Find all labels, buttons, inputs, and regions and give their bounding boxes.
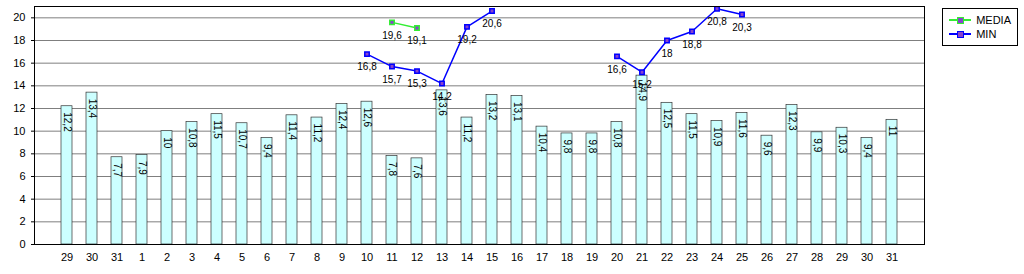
svg-text:18: 18 — [13, 34, 25, 46]
svg-text:6: 6 — [19, 170, 25, 182]
svg-text:10: 10 — [162, 137, 173, 149]
svg-text:9,6: 9,6 — [762, 142, 773, 156]
svg-text:20: 20 — [611, 251, 623, 263]
svg-text:5: 5 — [239, 251, 245, 263]
svg-text:16,8: 16,8 — [357, 61, 377, 72]
svg-text:7: 7 — [289, 251, 295, 263]
svg-text:23: 23 — [686, 251, 698, 263]
svg-text:19,2: 19,2 — [457, 34, 477, 45]
svg-text:14,9: 14,9 — [636, 81, 648, 102]
svg-text:16,6: 16,6 — [607, 64, 627, 75]
svg-text:7,6: 7,6 — [412, 164, 423, 178]
html-text:MIN: MIN — [976, 28, 997, 40]
svg-text:9,8: 9,8 — [562, 139, 573, 153]
svg-text:0: 0 — [19, 238, 25, 250]
svg-text:7,9: 7,9 — [137, 161, 148, 175]
svg-text:3: 3 — [189, 251, 195, 263]
svg-text:9,4: 9,4 — [862, 144, 873, 158]
svg-text:13: 13 — [436, 251, 448, 263]
svg-text:13,6: 13,6 — [436, 96, 448, 116]
svg-text:11,4: 11,4 — [287, 121, 298, 140]
svg-text:9,4: 9,4 — [262, 144, 273, 158]
svg-text:20,3: 20,3 — [732, 22, 752, 33]
svg-text:9: 9 — [339, 251, 345, 263]
svg-text:10,8: 10,8 — [612, 128, 623, 148]
svg-text:22: 22 — [661, 251, 673, 263]
svg-text:15: 15 — [486, 251, 498, 263]
svg-text:13,2: 13,2 — [487, 101, 498, 121]
svg-text:28: 28 — [811, 251, 823, 263]
svg-text:11,5: 11,5 — [687, 120, 698, 139]
svg-text:20,8: 20,8 — [707, 16, 727, 27]
svg-text:20: 20 — [13, 11, 25, 23]
svg-text:17: 17 — [536, 251, 548, 263]
svg-text:14,2: 14,2 — [432, 91, 452, 102]
svg-text:14: 14 — [461, 251, 473, 263]
svg-text:14: 14 — [13, 79, 25, 91]
svg-text:20,6: 20,6 — [482, 18, 502, 29]
svg-text:19,6: 19,6 — [382, 30, 402, 41]
svg-text:10: 10 — [361, 251, 373, 263]
svg-text:15,7: 15,7 — [382, 74, 402, 85]
svg-text:7,7: 7,7 — [112, 163, 123, 177]
svg-text:19,1: 19,1 — [407, 35, 427, 46]
svg-text:10,8: 10,8 — [187, 128, 198, 148]
svg-text:11: 11 — [386, 251, 397, 263]
svg-text:8: 8 — [19, 147, 25, 159]
svg-text:12,3: 12,3 — [787, 111, 798, 131]
svg-text:1: 1 — [139, 251, 145, 263]
svg-text:9,8: 9,8 — [587, 139, 598, 153]
svg-text:21: 21 — [636, 251, 648, 263]
svg-text:29: 29 — [836, 251, 848, 263]
svg-text:18,8: 18,8 — [682, 39, 702, 50]
svg-text:13,1: 13,1 — [512, 102, 523, 122]
svg-text:11,2: 11,2 — [312, 124, 323, 143]
svg-text:16: 16 — [511, 251, 523, 263]
svg-text:9,9: 9,9 — [812, 138, 823, 152]
svg-text:10,7: 10,7 — [237, 129, 248, 149]
svg-text:12,6: 12,6 — [362, 108, 373, 128]
svg-text:25: 25 — [736, 251, 748, 263]
svg-text:10,3: 10,3 — [837, 134, 848, 154]
svg-text:12: 12 — [411, 251, 423, 263]
svg-text:4: 4 — [214, 251, 220, 263]
html-text:MEDIA: MEDIA — [976, 14, 1011, 26]
svg-text:30: 30 — [861, 251, 873, 263]
svg-text:26: 26 — [761, 251, 773, 263]
svg-text:11,5: 11,5 — [212, 120, 223, 139]
svg-text:12: 12 — [13, 102, 25, 114]
svg-text:24: 24 — [711, 251, 723, 263]
svg-text:10,9: 10,9 — [712, 127, 723, 147]
svg-text:31: 31 — [111, 251, 123, 263]
svg-text:16: 16 — [13, 57, 25, 69]
svg-text:11,2: 11,2 — [462, 124, 473, 143]
svg-text:6: 6 — [264, 251, 270, 263]
svg-text:2: 2 — [164, 251, 170, 263]
svg-text:27: 27 — [786, 251, 798, 263]
svg-text:12,4: 12,4 — [337, 110, 348, 130]
svg-text:31: 31 — [886, 251, 898, 263]
svg-text:18: 18 — [561, 251, 573, 263]
svg-text:15,2: 15,2 — [632, 79, 652, 90]
svg-text:13,4: 13,4 — [87, 99, 98, 119]
svg-text:11,6: 11,6 — [737, 119, 748, 138]
svg-text:2: 2 — [19, 215, 25, 227]
svg-text:30: 30 — [86, 251, 98, 263]
svg-text:7,8: 7,8 — [387, 162, 398, 176]
svg-text:12,2: 12,2 — [62, 112, 73, 132]
svg-text:29: 29 — [61, 251, 73, 263]
svg-text:10: 10 — [13, 125, 25, 137]
svg-text:18: 18 — [661, 48, 673, 59]
svg-text:10,4: 10,4 — [537, 133, 548, 153]
svg-text:11: 11 — [887, 126, 898, 137]
svg-text:12,5: 12,5 — [662, 109, 673, 129]
svg-text:19: 19 — [586, 251, 598, 263]
svg-text:4: 4 — [19, 193, 25, 205]
svg-text:8: 8 — [314, 251, 320, 263]
svg-text:15,3: 15,3 — [407, 78, 427, 89]
